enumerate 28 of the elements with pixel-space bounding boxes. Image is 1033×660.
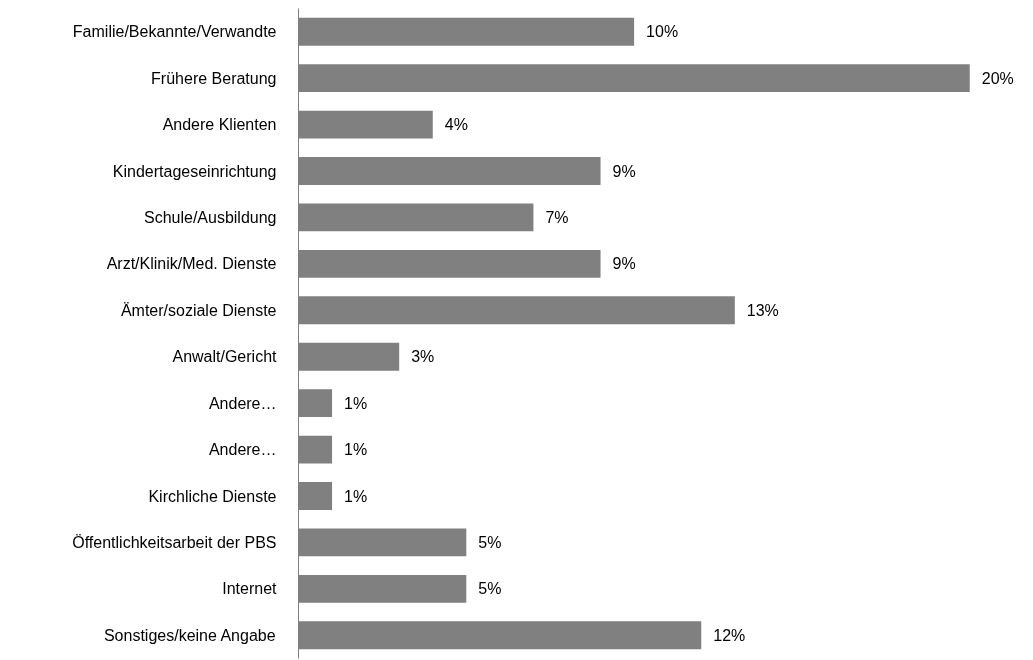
y-tick-label: Internet — [222, 580, 278, 598]
data-label: 9% — [612, 255, 636, 273]
y-tick-label: Kirchliche Dienste — [148, 487, 277, 505]
data-label: 4% — [444, 116, 468, 134]
data-label: 5% — [478, 533, 502, 551]
data-label: 10% — [646, 23, 679, 41]
y-tick-label: Kindertageseinrichtung — [112, 162, 277, 180]
data-label: 1% — [344, 394, 368, 412]
y-tick-label: Arzt/Klinik/Med. Dienste — [106, 255, 277, 273]
data-label: 12% — [713, 626, 746, 644]
y-tick-label: Anwalt/Gericht — [172, 348, 278, 366]
y-tick-label: Familie/Bekannte/Verwandte — [72, 23, 277, 41]
y-tick-label: Andere Klienten — [162, 116, 277, 134]
data-label: 13% — [746, 301, 779, 319]
y-tick-label: Frühere Beratung — [151, 69, 277, 87]
data-label: 1% — [344, 487, 368, 505]
y-tick-label: Schule/Ausbildung — [143, 208, 277, 226]
y-tick-label: Sonstiges/keine Angabe — [103, 626, 276, 644]
y-tick-label: Andere… — [208, 394, 277, 412]
y-tick-label: Öffentlichkeitsarbeit der PBS — [72, 533, 277, 551]
y-tick-label: Andere… — [208, 441, 277, 459]
data-label: 3% — [411, 348, 435, 366]
data-label: 5% — [478, 580, 502, 598]
data-label: 9% — [612, 162, 636, 180]
data-label: 7% — [545, 208, 569, 226]
data-label: 1% — [344, 441, 368, 459]
data-label: 20% — [981, 69, 1014, 87]
y-tick-label: Ämter/soziale Dienste — [120, 301, 277, 319]
